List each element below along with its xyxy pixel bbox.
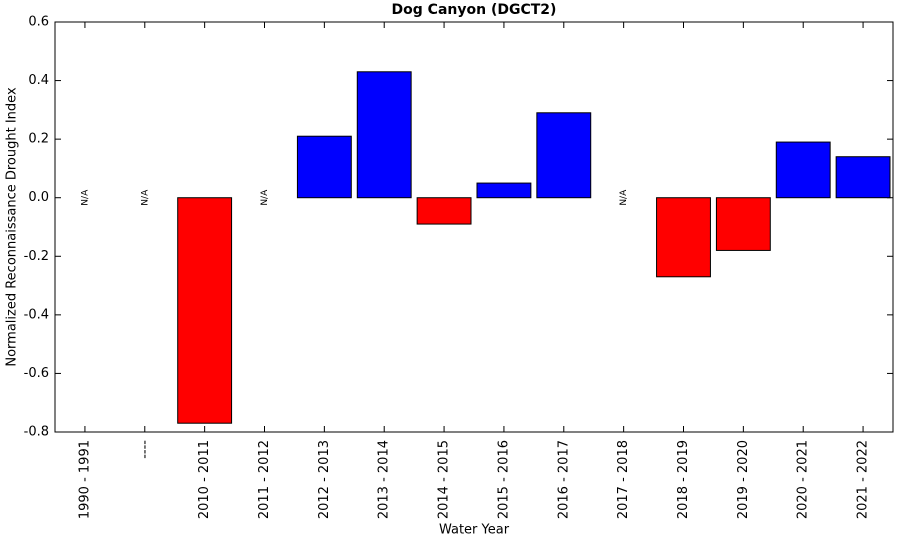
x-tick-label: 2019 - 2020: [736, 440, 751, 519]
y-tick-label: -0.2: [24, 249, 49, 264]
y-tick-label: 0.0: [28, 190, 49, 205]
bar: [356, 71, 412, 199]
bar: [296, 135, 352, 199]
x-tick-label: 2016 - 2017: [556, 440, 571, 519]
bar: [715, 197, 771, 251]
x-tick-label: 1990 - 1991: [77, 440, 92, 519]
y-axis-label: Normalized Reconnaissance Drought Index: [5, 87, 20, 367]
y-tick-label: 0.4: [28, 73, 49, 88]
bar: [775, 141, 831, 199]
x-tick-label: 2017 - 2018: [616, 440, 631, 519]
x-tick-label: 2012 - 2013: [317, 440, 332, 519]
y-tick-label: 0.2: [28, 132, 49, 147]
x-tick-label: 2010 - 2011: [197, 440, 212, 519]
bar: [656, 197, 711, 278]
x-axis-label: Water Year: [439, 523, 510, 538]
y-tick-label: -0.4: [24, 307, 49, 322]
x-tick-label: 2013 - 2014: [377, 440, 392, 519]
y-tick-label: 0.6: [28, 15, 49, 30]
value-label: N/A: [260, 189, 270, 206]
x-tick-label: 2015 - 2016: [496, 440, 511, 519]
chart-title: Dog Canyon (DGCT2): [392, 2, 557, 18]
x-tick-label: 2014 - 2015: [437, 440, 452, 519]
x-tick-label: 2011 - 2012: [257, 440, 272, 519]
bar: [177, 197, 233, 424]
x-tick-label: 2018 - 2019: [676, 440, 691, 519]
bar: [416, 197, 472, 225]
value-label: N/A: [80, 189, 90, 206]
y-tick-label: -0.6: [24, 366, 49, 381]
x-tick-label: ----: [137, 440, 152, 459]
bar: [476, 182, 532, 199]
y-tick-label: -0.8: [24, 425, 49, 440]
bar: [835, 156, 891, 199]
bar: [536, 112, 592, 199]
value-label: N/A: [140, 189, 150, 206]
value-label: N/A: [619, 189, 629, 206]
x-tick-label: 2021 - 2022: [856, 440, 871, 519]
plot-frame: [54, 21, 894, 433]
x-tick-label: 2020 - 2021: [796, 440, 811, 519]
